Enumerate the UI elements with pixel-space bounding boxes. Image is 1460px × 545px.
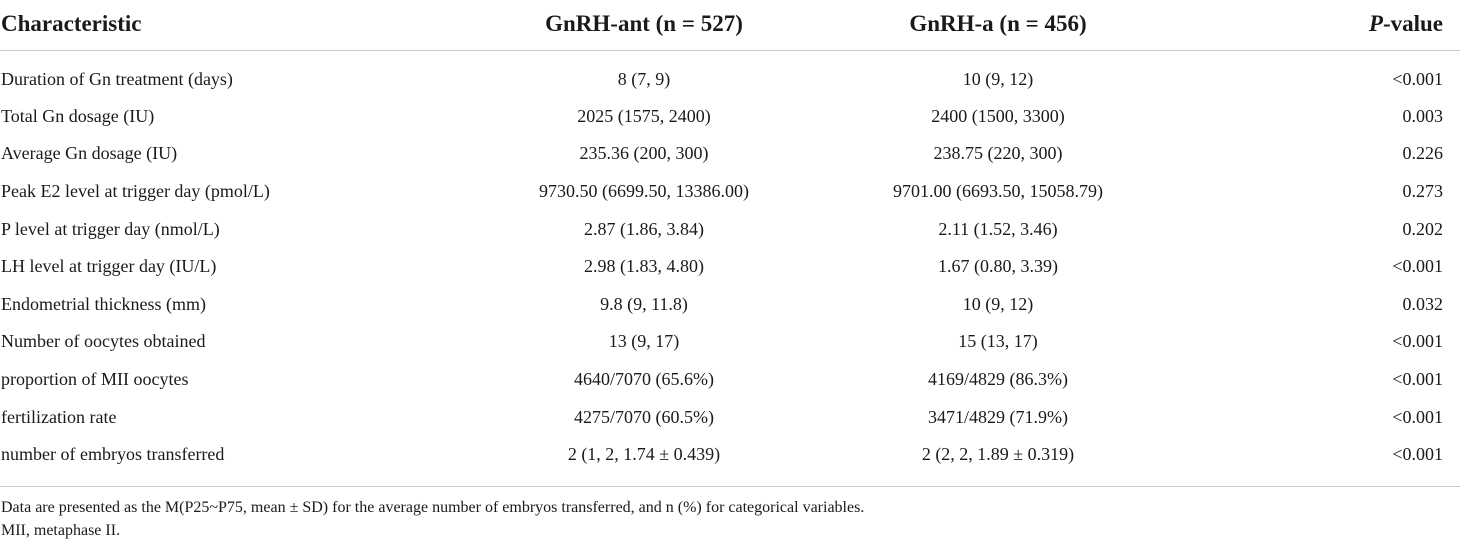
cell-gnrh-a: 1.67 (0.80, 3.39) (938, 256, 1058, 277)
cell-p-value: 0.202 (1402, 218, 1444, 239)
cell-gnrh-a: 10 (9, 12) (962, 68, 1034, 89)
cell-gnrh-ant: 2.98 (1.83, 4.80) (584, 256, 704, 277)
header-characteristic: Characteristic (0, 0, 440, 51)
header-p-suffix: -value (1382, 10, 1443, 36)
cell-p-value: <0.001 (1392, 68, 1443, 89)
cell-p-value: 0.226 (1402, 143, 1444, 164)
cell-gnrh-ant: 4275/7070 (60.5%) (574, 406, 714, 427)
cell-characteristic: proportion of MII oocytes (1, 368, 189, 389)
header-gnrh-ant: GnRH-ant (n = 527) (440, 0, 790, 51)
results-table: Characteristic GnRH-ant (n = 527) GnRH-a… (0, 0, 1460, 487)
table-row: Total Gn dosage (IU) 2025 (1575, 2400) 240… (0, 97, 1460, 135)
cell-p-value: <0.001 (1392, 256, 1443, 277)
footnote-abbreviation: MII, metaphase II. (1, 522, 121, 539)
cell-gnrh-a: 15 (13, 17) (958, 331, 1038, 352)
cell-gnrh-ant: 8 (7, 9) (617, 68, 671, 89)
cell-characteristic: Peak E2 level at trigger day (pmol/L) (1, 180, 270, 201)
table-body: Duration of Gn treatment (days) 8 (7, 9) 1… (0, 51, 1460, 487)
table-row: LH level at trigger day (IU/L) 2.98 (1.83… (0, 247, 1460, 285)
cell-gnrh-a: 4169/4829 (86.3%) (928, 368, 1068, 389)
cell-characteristic: Duration of Gn treatment (days) (1, 68, 233, 89)
cell-characteristic: number of embryos transferred (1, 444, 225, 465)
cell-gnrh-a: 10 (9, 12) (962, 293, 1034, 314)
cell-characteristic: Number of oocytes obtained (1, 331, 206, 352)
table-row: Endometrial thickness (mm) 9.8 (9, 11.8) 1… (0, 285, 1460, 323)
cell-p-value: 0.032 (1402, 293, 1444, 314)
cell-gnrh-ant: 9.8 (9, 11.8) (600, 293, 688, 314)
table-row: proportion of MII oocytes 4640/7070 (65.6… (0, 360, 1460, 398)
cell-gnrh-a: 9701.00 (6693.50, 15058.79) (893, 180, 1103, 201)
cell-p-value: 0.273 (1402, 180, 1444, 201)
table-row: Average Gn dosage (IU) 235.36 (200, 300) 2… (0, 135, 1460, 173)
cell-gnrh-ant: 9730.50 (6699.50, 13386.00) (539, 180, 749, 201)
cell-gnrh-ant: 4640/7070 (65.6%) (574, 368, 714, 389)
table-row: Number of oocytes obtained 13 (9, 17) 15 (… (0, 323, 1460, 361)
footnote-data-presentation: Data are presented as the M(P25~P75, mea… (1, 499, 865, 516)
cell-p-value: <0.001 (1392, 331, 1443, 352)
header-p-value: P-value (1260, 0, 1460, 51)
table-footnotes: Data are presented as the M(P25~P75, mea… (1, 496, 1441, 542)
cell-characteristic: Endometrial thickness (mm) (1, 293, 206, 314)
table-row: Peak E2 level at trigger day (pmol/L) 973… (0, 172, 1460, 210)
table-header: Characteristic GnRH-ant (n = 527) GnRH-a… (0, 0, 1460, 51)
header-p-italic: P (1368, 10, 1383, 36)
table-row: number of embryos transferred 2 (1, 2, 1.… (0, 435, 1460, 487)
cell-characteristic: fertilization rate (1, 406, 117, 427)
table-bottom-rule (0, 486, 1460, 487)
table-row: P level at trigger day (nmol/L) 2.87 (1.8… (0, 210, 1460, 248)
cell-p-value: <0.001 (1392, 368, 1443, 389)
cell-p-value: <0.001 (1392, 444, 1443, 465)
cell-gnrh-a: 2.11 (1.52, 3.46) (938, 218, 1058, 239)
cell-gnrh-ant: 2025 (1575, 2400) (577, 105, 711, 126)
cell-gnrh-a: 3471/4829 (71.9%) (928, 406, 1068, 427)
cell-gnrh-a: 2400 (1500, 3300) (931, 105, 1065, 126)
header-row: Characteristic GnRH-ant (n = 527) GnRH-a… (0, 0, 1460, 51)
cell-gnrh-ant: 13 (9, 17) (608, 331, 680, 352)
cell-p-value: 0.003 (1402, 105, 1444, 126)
cell-gnrh-a: 2 (2, 2, 1.89 ± 0.319) (921, 444, 1075, 465)
cell-p-value: <0.001 (1392, 406, 1443, 427)
cell-gnrh-ant: 2 (1, 2, 1.74 ± 0.439) (567, 444, 721, 465)
cell-characteristic: P level at trigger day (nmol/L) (1, 218, 220, 239)
header-gnrh-a: GnRH-a (n = 456) (790, 0, 1260, 51)
cell-characteristic: LH level at trigger day (IU/L) (1, 256, 217, 277)
cell-gnrh-ant: 2.87 (1.86, 3.84) (584, 218, 704, 239)
cell-gnrh-a: 238.75 (220, 300) (933, 143, 1063, 164)
table-row: fertilization rate 4275/7070 (60.5%) 3471/… (0, 398, 1460, 436)
table-row: Duration of Gn treatment (days) 8 (7, 9) 1… (0, 51, 1460, 98)
cell-characteristic: Average Gn dosage (IU) (1, 143, 178, 164)
cell-gnrh-ant: 235.36 (200, 300) (579, 143, 709, 164)
results-table-container: Characteristic GnRH-ant (n = 527) GnRH-a… (0, 0, 1460, 487)
cell-characteristic: Total Gn dosage (IU) (1, 105, 155, 126)
